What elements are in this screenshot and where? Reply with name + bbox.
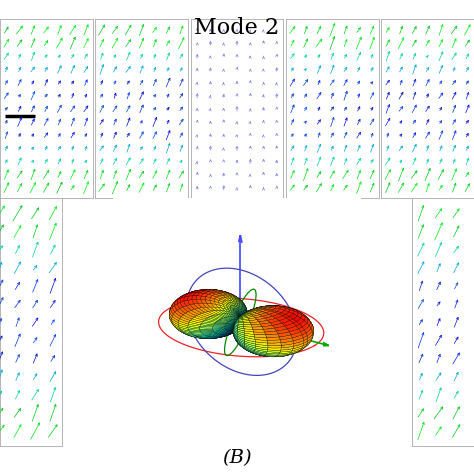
- Text: Mode 2: Mode 2: [194, 17, 280, 38]
- Text: (B): (B): [222, 449, 252, 467]
